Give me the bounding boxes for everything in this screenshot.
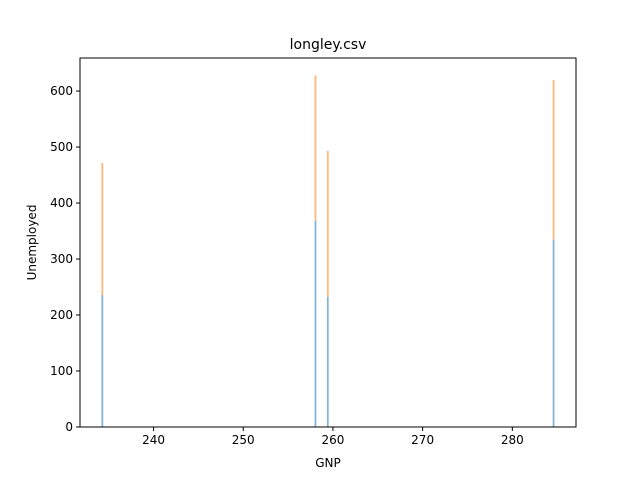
- x-tick-label-240: 240: [142, 433, 165, 447]
- y-tick-label-500: 500: [50, 140, 73, 154]
- x-axis: 240 250 260 270 280: [142, 427, 524, 447]
- bar-series2-2: [314, 75, 317, 221]
- x-tick-label-270: 270: [411, 433, 434, 447]
- bars-layer: [101, 75, 555, 427]
- bar-series1-1: [101, 295, 104, 427]
- y-tick-label-300: 300: [50, 252, 73, 266]
- bar-series1-2: [314, 220, 317, 427]
- y-tick-label-0: 0: [65, 420, 73, 434]
- x-tick-label-280: 280: [501, 433, 524, 447]
- bar-series2-4: [552, 80, 555, 240]
- x-axis-label: GNP: [315, 456, 341, 470]
- y-tick-label-600: 600: [50, 84, 73, 98]
- y-tick-label-400: 400: [50, 196, 73, 210]
- bar-series2-1: [101, 163, 104, 296]
- bar-series2-3: [326, 150, 329, 297]
- y-tick-label-100: 100: [50, 364, 73, 378]
- chart-title: longley.csv: [290, 37, 367, 53]
- bar-series1-4: [552, 239, 555, 427]
- x-tick-label-250: 250: [232, 433, 255, 447]
- y-tick-label-200: 200: [50, 308, 73, 322]
- y-axis-label: Unemployed: [25, 205, 39, 281]
- bar-series1-3: [326, 296, 329, 427]
- y-axis: 0 100 200 300 400 500 600: [50, 84, 80, 434]
- x-tick-label-260: 260: [321, 433, 344, 447]
- plot-frame: [79, 57, 577, 428]
